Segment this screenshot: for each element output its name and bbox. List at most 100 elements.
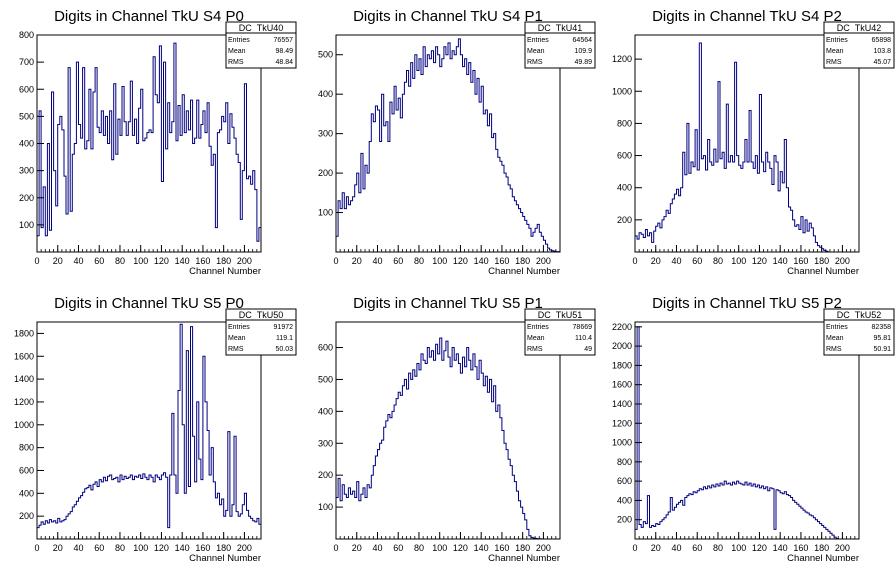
stats-value: 45.07 bbox=[873, 59, 891, 66]
y-tick-label: 600 bbox=[19, 84, 34, 94]
stats-name: DC_TkU40 bbox=[239, 23, 284, 33]
stats-box bbox=[524, 308, 596, 356]
y-tick-label: 200 bbox=[617, 515, 632, 525]
x-tick-label: 20 bbox=[352, 256, 362, 266]
y-tick-label: 400 bbox=[617, 495, 632, 505]
histogram-panel: Digits in Channel TkU S4 P1 0 20 40 60 80 100 1… bbox=[299, 0, 597, 287]
x-tick-label: 120 bbox=[453, 256, 468, 266]
stats-value: 76557 bbox=[274, 37, 294, 44]
y-tick-label: 1400 bbox=[612, 399, 632, 409]
chart-title: Digits in Channel TkU S5 P0 bbox=[54, 295, 244, 312]
stats-label: RMS bbox=[527, 346, 543, 353]
x-tick-label: 100 bbox=[731, 256, 746, 266]
histogram-series bbox=[36, 42, 261, 252]
x-tick-label: 20 bbox=[352, 543, 362, 553]
x-axis-label: Channel Number bbox=[787, 553, 859, 564]
y-tick-label: 2000 bbox=[612, 341, 632, 351]
histogram-series bbox=[634, 326, 859, 540]
x-axis-label: Channel Number bbox=[189, 553, 261, 564]
x-axis-label: Channel Number bbox=[189, 266, 261, 277]
x-tick-label: 0 bbox=[34, 256, 39, 266]
x-tick-label: 180 bbox=[814, 543, 829, 553]
histogram-svg: Digits in Channel TkU S4 P2 0 20 40 60 80 100 1… bbox=[612, 8, 895, 277]
stats-name: DC_TkU51 bbox=[538, 310, 583, 320]
histogram-panel: Digits in Channel TkU S5 P0 0 20 40 60 80 100 1… bbox=[0, 287, 298, 574]
y-tick-label: 800 bbox=[617, 118, 632, 128]
y-tick-label: 300 bbox=[318, 129, 333, 139]
x-tick-label: 160 bbox=[195, 543, 210, 553]
y-tick-label: 200 bbox=[318, 168, 333, 178]
y-tick-label: 1200 bbox=[612, 418, 632, 428]
x-tick-label: 180 bbox=[216, 543, 231, 553]
x-tick-label: 60 bbox=[393, 543, 403, 553]
x-tick-label: 80 bbox=[713, 543, 723, 553]
stats-box bbox=[823, 21, 895, 69]
x-axis-label: Channel Number bbox=[488, 266, 560, 277]
y-tick-label: 1200 bbox=[14, 397, 34, 407]
chart-title: Digits in Channel TkU S4 P1 bbox=[353, 8, 543, 25]
y-tick-label: 400 bbox=[318, 406, 333, 416]
x-tick-label: 120 bbox=[752, 543, 767, 553]
y-tick-label: 1600 bbox=[14, 351, 34, 361]
x-tick-label: 160 bbox=[494, 256, 509, 266]
stats-name: DC_TkU52 bbox=[837, 310, 882, 320]
x-tick-label: 200 bbox=[237, 256, 252, 266]
y-tick-label: 500 bbox=[19, 111, 34, 121]
x-tick-label: 80 bbox=[115, 543, 125, 553]
stats-label: Entries bbox=[826, 324, 848, 331]
y-tick-label: 800 bbox=[617, 457, 632, 467]
x-tick-label: 40 bbox=[372, 256, 382, 266]
x-tick-label: 100 bbox=[133, 543, 148, 553]
chart-title: Digits in Channel TkU S5 P2 bbox=[652, 295, 842, 312]
y-tick-label: 1600 bbox=[612, 380, 632, 390]
x-tick-label: 200 bbox=[536, 256, 551, 266]
stats-box bbox=[823, 308, 895, 356]
x-tick-label: 40 bbox=[73, 256, 83, 266]
x-tick-label: 0 bbox=[333, 256, 338, 266]
y-tick-label: 400 bbox=[617, 183, 632, 193]
stats-value: 91972 bbox=[274, 324, 294, 331]
x-tick-label: 20 bbox=[53, 543, 63, 553]
y-tick-label: 1200 bbox=[612, 54, 632, 64]
x-tick-label: 80 bbox=[414, 543, 424, 553]
x-tick-label: 160 bbox=[195, 256, 210, 266]
chart-title: Digits in Channel TkU S4 P2 bbox=[652, 8, 842, 25]
y-tick-label: 1400 bbox=[14, 374, 34, 384]
stats-value: 110.4 bbox=[575, 335, 592, 342]
stats-name: DC_TkU42 bbox=[837, 23, 882, 33]
x-tick-label: 60 bbox=[393, 256, 403, 266]
x-tick-label: 0 bbox=[632, 543, 637, 553]
stats-label: RMS bbox=[826, 59, 842, 66]
x-tick-label: 120 bbox=[453, 543, 468, 553]
x-tick-label: 120 bbox=[154, 256, 169, 266]
x-tick-label: 180 bbox=[216, 256, 231, 266]
y-tick-label: 200 bbox=[19, 511, 34, 521]
chart-title: Digits in Channel TkU S4 P0 bbox=[54, 8, 244, 25]
y-tick-label: 200 bbox=[617, 215, 632, 225]
y-tick-label: 700 bbox=[19, 57, 34, 67]
x-tick-label: 60 bbox=[692, 543, 702, 553]
x-tick-label: 160 bbox=[793, 543, 808, 553]
y-tick-label: 600 bbox=[617, 151, 632, 161]
stats-label: Mean bbox=[527, 335, 545, 342]
x-axis-label: Channel Number bbox=[488, 553, 560, 564]
stats-value: 78669 bbox=[573, 324, 593, 331]
histogram-series bbox=[36, 323, 261, 539]
y-tick-label: 100 bbox=[318, 208, 333, 218]
stats-value: 65898 bbox=[872, 37, 892, 44]
y-tick-label: 500 bbox=[318, 50, 333, 60]
y-tick-label: 400 bbox=[318, 89, 333, 99]
stats-name: DC_TkU50 bbox=[239, 310, 284, 320]
stats-value: 95.81 bbox=[873, 335, 891, 342]
y-tick-label: 200 bbox=[19, 193, 34, 203]
y-tick-label: 500 bbox=[318, 374, 333, 384]
histogram-series bbox=[335, 337, 560, 540]
x-tick-label: 200 bbox=[835, 543, 850, 553]
stats-value: 50.91 bbox=[873, 346, 891, 353]
y-tick-label: 800 bbox=[19, 30, 34, 40]
x-tick-label: 140 bbox=[773, 543, 788, 553]
x-tick-label: 120 bbox=[752, 256, 767, 266]
stats-value: 50.03 bbox=[275, 346, 293, 353]
histogram-panel: Digits in Channel TkU S4 P0 0 20 40 60 80 100 1… bbox=[0, 0, 298, 287]
histogram-panel: Digits in Channel TkU S4 P2 0 20 40 60 80 100 1… bbox=[598, 0, 896, 287]
